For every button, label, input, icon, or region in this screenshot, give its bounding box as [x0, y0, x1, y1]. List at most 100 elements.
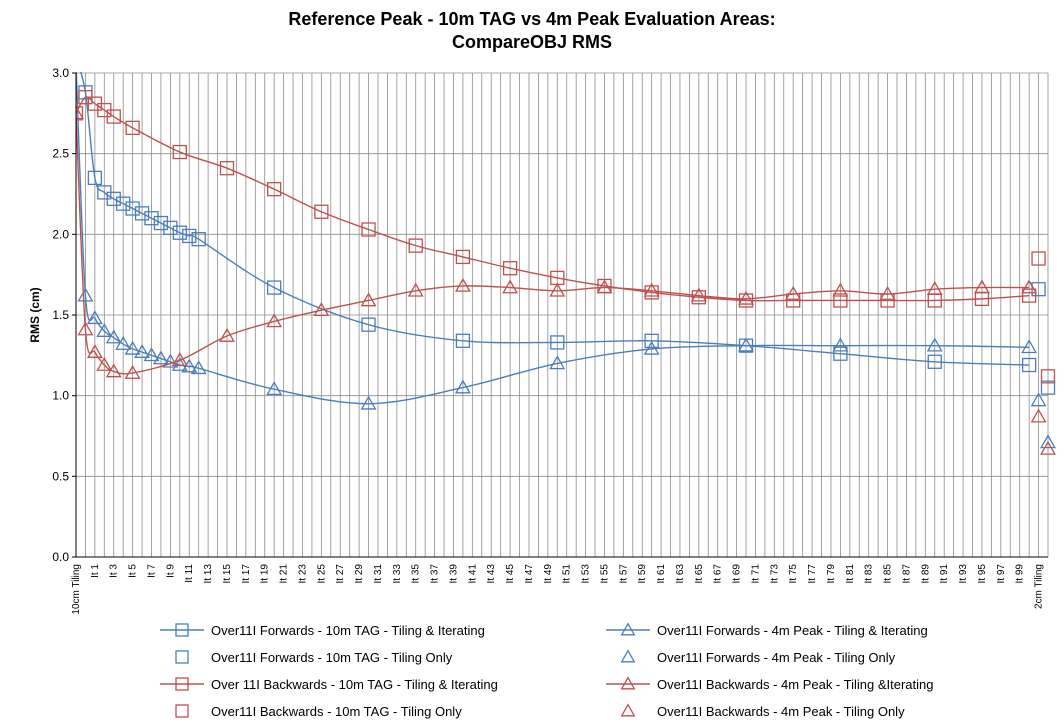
x-tick-label: It 69	[732, 564, 743, 584]
data-point	[162, 353, 179, 368]
series-4	[76, 90, 1037, 308]
data-point	[1021, 357, 1037, 373]
x-tick-label: It 91	[939, 564, 950, 584]
data-point	[267, 280, 282, 295]
data-point	[361, 317, 376, 332]
data-point	[407, 282, 424, 297]
data-point	[266, 381, 283, 396]
legend-triangle-marker	[620, 703, 636, 717]
data-point	[926, 281, 943, 296]
data-point	[833, 293, 848, 308]
x-tick-label: It 23	[297, 564, 308, 584]
data-point	[361, 222, 376, 237]
data-point	[738, 293, 754, 308]
data-point	[153, 215, 169, 231]
data-point	[832, 282, 849, 297]
x-tick-label: It 49	[543, 564, 554, 584]
legend-triangle-marker	[620, 676, 636, 690]
x-tick-label: It 13	[203, 564, 214, 584]
x-tick-label: It 97	[996, 564, 1007, 584]
data-point	[549, 355, 566, 370]
x-tick-label: It 95	[977, 564, 988, 584]
data-point	[86, 310, 103, 325]
data-point	[596, 279, 613, 294]
data-point	[644, 333, 659, 348]
x-tick-label: It 79	[826, 564, 837, 584]
legend-item: Over11I Forwards - 4m Peak - Tiling Only	[620, 649, 896, 665]
x-tick-label: It 65	[694, 564, 705, 584]
data-point	[96, 356, 113, 371]
x-tick-label: It 41	[467, 564, 478, 584]
x-tick-label: It 67	[713, 564, 724, 584]
x-tick-label: It 77	[807, 564, 818, 584]
x-tick-label: It 87	[901, 564, 912, 584]
legend: Over11I Forwards - 10m TAG - Tiling & It…	[160, 622, 933, 719]
legend-square-marker	[175, 677, 189, 691]
data-point	[152, 350, 169, 365]
data-point	[1030, 392, 1047, 407]
data-point	[116, 196, 131, 211]
x-tick-label: It 85	[883, 564, 894, 584]
data-point	[134, 206, 150, 221]
legend-square-marker	[175, 650, 189, 664]
data-point	[974, 279, 990, 294]
x-tick-label: It 83	[864, 564, 875, 584]
x-tick-label: It 17	[241, 564, 252, 584]
data-point	[1030, 408, 1047, 423]
legend-triangle-marker	[620, 649, 636, 663]
data-point	[738, 290, 754, 305]
series-5	[1031, 251, 1056, 384]
x-tick-label: It 59	[637, 564, 648, 584]
data-point	[115, 335, 132, 350]
x-tick-label: It 57	[618, 564, 629, 584]
chart-subtitle: CompareOBJ RMS	[452, 32, 612, 52]
x-tick-label: It 15	[222, 564, 233, 584]
data-point	[86, 343, 103, 358]
x-tick-label: It 35	[411, 564, 422, 584]
x-tick-label: It 11	[184, 564, 195, 583]
series-7	[1030, 408, 1056, 455]
data-point	[105, 363, 122, 378]
data-point	[219, 161, 235, 176]
x-tick-label: It 75	[788, 564, 799, 584]
x-tick-label: It 31	[373, 564, 384, 584]
data-point	[124, 364, 141, 379]
data-point	[832, 337, 849, 352]
series-layer	[76, 72, 1056, 455]
legend-triangle-marker	[620, 622, 636, 636]
legend-label: Over11I Backwards - 10m TAG - Tiling Onl…	[211, 704, 462, 719]
data-point	[77, 287, 94, 302]
x-tick-label: It 99	[1015, 564, 1026, 584]
x-tick-label: It 61	[656, 564, 667, 584]
y-tick-label: 2.5	[52, 147, 69, 161]
data-point	[191, 232, 206, 247]
x-tick-label: It 1	[90, 564, 101, 578]
data-point	[1040, 380, 1056, 395]
x-tick-label: It 93	[958, 564, 969, 584]
data-point	[360, 292, 377, 307]
data-point	[106, 109, 121, 124]
y-tick-label: 2.0	[52, 227, 69, 241]
data-point	[1021, 288, 1037, 303]
data-point	[454, 277, 471, 292]
y-tick-label: 0.0	[52, 550, 69, 564]
series-line	[76, 96, 1030, 302]
x-tick-label: It 33	[392, 564, 403, 584]
legend-square-marker	[175, 623, 189, 637]
legend-item: Over11I Forwards - 4m Peak - Tiling & It…	[606, 622, 928, 638]
data-point	[190, 360, 207, 375]
x-tick-label: 10cm Tiling	[71, 564, 82, 615]
data-point	[125, 201, 140, 216]
data-point	[1021, 339, 1038, 354]
data-point	[738, 337, 754, 352]
data-point	[163, 220, 178, 236]
data-point	[1040, 440, 1056, 455]
x-tick-label: It 53	[581, 564, 592, 584]
data-point	[833, 346, 848, 361]
y-tick-label: 1.5	[52, 308, 69, 322]
legend-label: Over11I Forwards - 4m Peak - Tiling & It…	[657, 623, 928, 638]
y-tick-label: 0.5	[52, 469, 69, 483]
x-tick-label: It 81	[845, 564, 856, 584]
data-point	[550, 335, 565, 350]
